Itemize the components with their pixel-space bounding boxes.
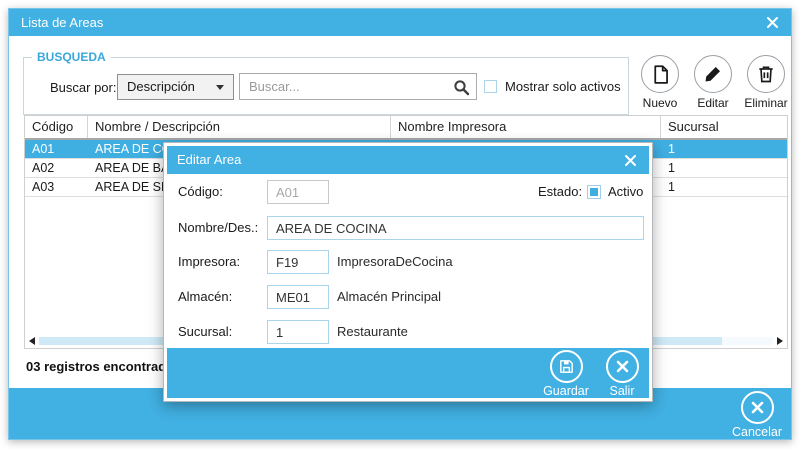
new-button[interactable]: Nuevo (634, 55, 686, 110)
exit-x-icon (605, 350, 639, 383)
nombre-label: Nombre/Des.: (178, 220, 259, 235)
codigo-row: Código: Estado: Activo (167, 180, 649, 204)
save-button[interactable]: Guardar (537, 350, 595, 398)
cell-nombre: AREA DE COC (95, 142, 181, 156)
edit-area-dialog: Editar Area Código: Estado: Activo Nombr… (163, 142, 653, 402)
close-icon[interactable] (766, 16, 779, 29)
trash-icon (747, 55, 785, 93)
almacen-name-text: Almacén Principal (337, 289, 442, 304)
header-nombre[interactable]: Nombre / Descripción (88, 116, 391, 138)
edit-button-label: Editar (697, 96, 729, 110)
delete-button[interactable]: Eliminar (740, 55, 792, 110)
search-group-title: BUSQUEDA (32, 50, 111, 64)
cell-nombre: AREA DE BAR (95, 161, 179, 175)
scroll-left-icon[interactable] (29, 337, 35, 345)
header-impresora[interactable]: Nombre Impresora (391, 116, 661, 138)
cell-sucursal: 1 (668, 142, 675, 156)
new-document-icon (641, 55, 679, 93)
almacen-row: Almacén: Almacén Principal (167, 285, 649, 309)
estado-label: Estado: (538, 184, 583, 199)
codigo-input (267, 180, 329, 204)
search-field-wrap (239, 73, 477, 100)
search-input[interactable] (240, 74, 476, 99)
show-active-checkbox[interactable] (484, 80, 497, 93)
estado-checkbox[interactable] (587, 185, 601, 199)
dropdown-selected-value: Descripción (127, 79, 195, 94)
nombre-input[interactable] (267, 216, 644, 240)
header-codigo[interactable]: Código (25, 116, 88, 138)
search-by-dropdown[interactable]: Descripción (117, 74, 234, 100)
save-button-label: Guardar (543, 384, 589, 398)
exit-button-label: Salir (609, 384, 635, 398)
pencil-icon (694, 55, 732, 93)
scroll-right-icon[interactable] (777, 337, 783, 345)
records-count: 03 registros encontrados (26, 359, 182, 374)
show-active-label: Mostrar solo activos (505, 79, 621, 94)
dialog-close-icon[interactable] (624, 154, 637, 167)
almacen-label: Almacén: (178, 289, 233, 304)
window-titlebar[interactable]: Lista de Areas (9, 9, 791, 36)
impresora-name-text: ImpresoraDeCocina (337, 254, 453, 269)
sucursal-label: Sucursal: (178, 324, 233, 339)
new-button-label: Nuevo (642, 96, 678, 110)
delete-button-label: Eliminar (744, 96, 788, 110)
cell-nombre: AREA DE SNA (95, 180, 179, 194)
nombre-row: Nombre/Des.: (167, 216, 649, 240)
sucursal-name-text: Restaurante (337, 324, 408, 339)
edit-button[interactable]: Editar (687, 55, 739, 110)
impresora-code-input[interactable] (267, 250, 329, 274)
estado-value-label: Activo (608, 184, 644, 199)
impresora-label: Impresora: (178, 254, 241, 269)
sucursal-code-input[interactable] (267, 320, 329, 344)
cancel-button-label: Cancelar (731, 425, 783, 439)
search-groupbox: BUSQUEDA Buscar por: Descripción Mostrar… (23, 50, 629, 115)
cancel-x-icon (740, 391, 774, 424)
dialog-title: Editar Area (177, 152, 242, 167)
search-icon[interactable] (453, 79, 470, 101)
search-by-label: Buscar por: (50, 80, 117, 95)
dialog-titlebar[interactable]: Editar Area (167, 146, 649, 174)
codigo-label: Código: (178, 184, 223, 199)
cell-codigo: A02 (32, 161, 55, 175)
exit-button[interactable]: Salir (599, 350, 645, 398)
dialog-footer-bar: Guardar Salir (167, 348, 649, 398)
sucursal-row: Sucursal: Restaurante (167, 320, 649, 344)
chevron-down-icon (216, 85, 224, 90)
cell-codigo: A01 (32, 142, 55, 156)
save-floppy-icon (549, 350, 583, 383)
window-title: Lista de Areas (21, 15, 104, 30)
almacen-code-input[interactable] (267, 285, 329, 309)
cell-codigo: A03 (32, 180, 55, 194)
cell-sucursal: 1 (668, 180, 675, 194)
impresora-row: Impresora: ImpresoraDeCocina (167, 250, 649, 274)
cell-sucursal: 1 (668, 161, 675, 175)
table-header: Código Nombre / Descripción Nombre Impre… (25, 116, 787, 140)
checkbox-fill (590, 188, 598, 196)
cancel-button[interactable]: Cancelar (727, 391, 787, 439)
header-sucursal[interactable]: Sucursal (668, 119, 719, 134)
dialog-body: Código: Estado: Activo Nombre/Des.: Impr… (167, 174, 649, 348)
